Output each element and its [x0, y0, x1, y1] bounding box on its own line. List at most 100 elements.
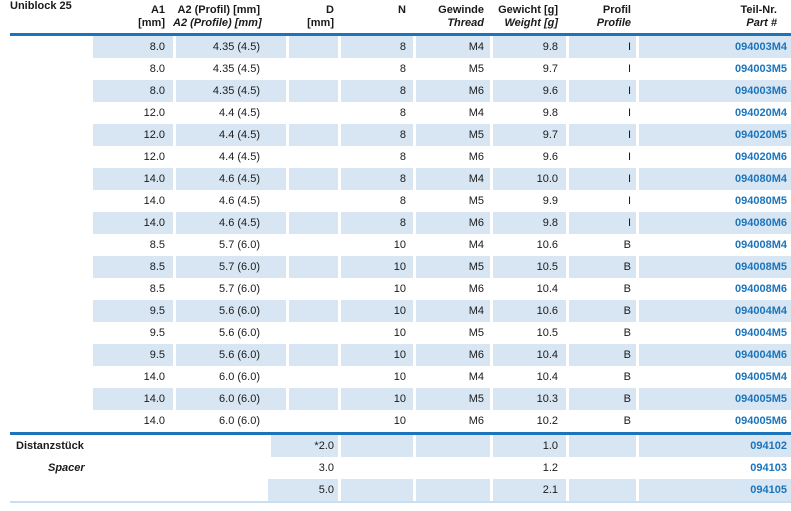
table-title-text: Uniblock 25 [10, 0, 72, 12]
table-row: 9.5 5.6 (6.0) 10 M4 10.6 B 094004M4 [0, 300, 791, 322]
a1-cell: 8.5 [90, 234, 173, 256]
thread-cell: M4 [413, 102, 490, 124]
spacer-row: 5.0 2.1 094105 [0, 479, 791, 501]
thread-cell: M5 [413, 256, 490, 278]
part-number-cell: 094003M5 [636, 58, 791, 80]
a1-cell: 8.0 [90, 80, 173, 102]
table-row: 14.0 6.0 (6.0) 10 M6 10.2 B 094005M6 [0, 410, 791, 432]
profile-cell [566, 479, 636, 501]
profile-cell: B [566, 388, 636, 410]
a2-cell: 6.0 (6.0) [173, 366, 286, 388]
section-rule [0, 432, 791, 435]
header-a1-unit: [mm] [138, 17, 165, 29]
a2-cell: 4.4 (4.5) [173, 146, 286, 168]
table-row: 14.0 6.0 (6.0) 10 M4 10.4 B 094005M4 [0, 366, 791, 388]
a1-cell: 8.0 [90, 36, 173, 58]
profile-cell: I [566, 146, 636, 168]
part-number-cell: 094105 [636, 479, 791, 501]
n-cell: 10 [338, 300, 413, 322]
part-number-cell: 094080M6 [636, 212, 791, 234]
header-a1: A1 [mm] [90, 0, 173, 33]
row-label-cell [0, 234, 90, 256]
profile-cell: I [566, 102, 636, 124]
table-title: Uniblock 25 [0, 0, 90, 33]
a2-cell: 4.6 (4.5) [173, 212, 286, 234]
a2-cell: 5.7 (6.0) [173, 278, 286, 300]
d-cell [286, 300, 338, 322]
table-row: 8.5 5.7 (6.0) 10 M5 10.5 B 094008M5 [0, 256, 791, 278]
spacer-row: 3.0 1.2 094103 [0, 457, 791, 479]
a2-cell: 6.0 (6.0) [173, 388, 286, 410]
profile-cell: B [566, 366, 636, 388]
weight-cell: 1.2 [490, 457, 566, 479]
row-label-cell [0, 146, 90, 168]
part-number-cell: 094005M6 [636, 410, 791, 432]
thread-cell: M6 [413, 146, 490, 168]
thread-cell: M5 [413, 388, 490, 410]
a2-cell: 4.4 (4.5) [173, 102, 286, 124]
row-label-cell [0, 366, 90, 388]
row-label-cell [0, 58, 90, 80]
profile-cell: I [566, 36, 636, 58]
a1-cell: 14.0 [90, 366, 173, 388]
d-cell [286, 36, 338, 58]
d-cell [286, 366, 338, 388]
weight-cell: 10.4 [490, 278, 566, 300]
header-a2: A2 (Profil) [mm] A2 (Profile) [mm] [173, 0, 286, 33]
n-cell: 10 [338, 344, 413, 366]
bottom-rule [0, 501, 791, 503]
row-label-cell [0, 256, 90, 278]
weight-cell: 9.9 [490, 190, 566, 212]
weight-cell: 10.2 [490, 410, 566, 432]
weight-cell: 9.7 [490, 58, 566, 80]
weight-cell: 9.8 [490, 102, 566, 124]
row-label-cell [0, 344, 90, 366]
header-n: N [338, 0, 413, 33]
header-thread: Gewinde Thread [413, 0, 490, 33]
n-cell: 8 [338, 102, 413, 124]
a2-cell: 4.35 (4.5) [173, 80, 286, 102]
part-number-cell: 094080M4 [636, 168, 791, 190]
thread-cell: M6 [413, 212, 490, 234]
n-cell: 10 [338, 256, 413, 278]
n-cell: 10 [338, 366, 413, 388]
profile-cell: B [566, 410, 636, 432]
d-cell [286, 410, 338, 432]
header-rule [0, 33, 791, 36]
d-cell [286, 102, 338, 124]
thread-cell: M6 [413, 410, 490, 432]
n-cell: 8 [338, 190, 413, 212]
row-label-cell [0, 212, 90, 234]
d-cell [286, 388, 338, 410]
thread-cell: M6 [413, 344, 490, 366]
header-d: D [mm] [286, 0, 338, 33]
d-cell [286, 212, 338, 234]
a1-cell: 8.5 [90, 278, 173, 300]
thread-cell: M4 [413, 168, 490, 190]
d-cell [286, 234, 338, 256]
n-cell: 8 [338, 168, 413, 190]
weight-cell: 10.4 [490, 344, 566, 366]
spacer-section-label: Distanzstück Spacer [0, 435, 268, 501]
profile-cell: B [566, 256, 636, 278]
d-cell [286, 322, 338, 344]
thread-cell: M4 [413, 234, 490, 256]
a2-cell: 6.0 (6.0) [173, 410, 286, 432]
a2-cell: 5.7 (6.0) [173, 256, 286, 278]
weight-cell: 10.5 [490, 256, 566, 278]
header-row: Uniblock 25 A1 [mm] A2 (Profil) [mm] A2 … [0, 0, 791, 33]
a2-cell: 4.6 (4.5) [173, 190, 286, 212]
profile-cell: B [566, 234, 636, 256]
n-cell: 8 [338, 58, 413, 80]
header-weight-de: Gewicht [g] [498, 4, 558, 16]
a2-cell: 5.6 (6.0) [173, 344, 286, 366]
profile-cell: B [566, 322, 636, 344]
part-number-cell: 094020M4 [636, 102, 791, 124]
a1-cell: 14.0 [90, 190, 173, 212]
a2-cell: 4.4 (4.5) [173, 124, 286, 146]
n-cell: 10 [338, 388, 413, 410]
header-weight-en: Weight [g] [504, 17, 558, 29]
a1-cell: 14.0 [90, 410, 173, 432]
d-cell [286, 256, 338, 278]
table-row: 8.0 4.35 (4.5) 8 M5 9.7 I 094003M5 [0, 58, 791, 80]
